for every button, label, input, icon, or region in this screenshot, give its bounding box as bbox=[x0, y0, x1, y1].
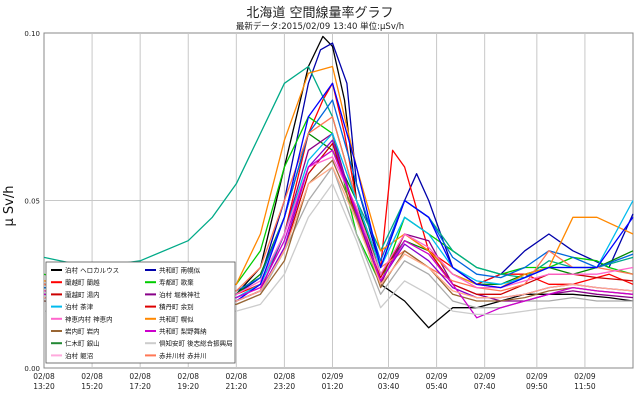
x-tick-time: 03:40 bbox=[378, 382, 400, 391]
legend-label: 共和町 梨野舞納 bbox=[159, 327, 207, 336]
legend-label: 寿都町 歌棄 bbox=[159, 278, 194, 287]
x-tick-time: 19:20 bbox=[177, 382, 199, 391]
y-tick-label: 0.00 bbox=[24, 365, 40, 373]
series-line-14 bbox=[43, 82, 634, 306]
x-tick-date: 02/09 bbox=[526, 372, 548, 381]
x-tick-date: 02/08 bbox=[177, 372, 199, 381]
legend-box bbox=[45, 261, 236, 364]
y-axis-label: μ Sv/h bbox=[2, 186, 17, 227]
legend-label: 倶知安町 後志総合振興局 bbox=[159, 339, 233, 348]
series-line-17 bbox=[43, 149, 634, 319]
legend-label: 積丹町 余別 bbox=[159, 302, 194, 311]
series-line-18 bbox=[43, 183, 633, 316]
legend-label: 仁木町 銀山 bbox=[65, 339, 100, 348]
x-tick-time: 21:20 bbox=[226, 382, 248, 391]
x-tick-date: 02/09 bbox=[474, 372, 496, 381]
x-tick-time: 15:20 bbox=[81, 382, 103, 391]
legend-label: 泊村 堀株神社 bbox=[159, 290, 201, 299]
x-tick-date: 02/09 bbox=[426, 372, 448, 381]
series-line-4 bbox=[43, 65, 634, 279]
x-tick-time: 11:50 bbox=[574, 382, 596, 391]
legend-label: 神恵内村 神恵内 bbox=[65, 314, 113, 323]
x-tick-time: 23:20 bbox=[274, 382, 296, 391]
y-tick-label: 0.05 bbox=[24, 198, 40, 206]
x-tick-date: 02/08 bbox=[33, 372, 55, 381]
x-tick-date: 02/08 bbox=[226, 372, 248, 381]
legend-label: 泊村 ヘロカルウス bbox=[65, 266, 119, 275]
chart-title: 北海道 空間線量率グラフ bbox=[246, 6, 394, 21]
series-line-13 bbox=[43, 156, 634, 299]
legend-label: 赤井川村 赤井川 bbox=[159, 351, 207, 360]
legend-label: 岩内町 岩内 bbox=[65, 327, 100, 336]
legend-label: 泊村 躯沼 bbox=[65, 351, 93, 360]
y-tick-label: 0.10 bbox=[24, 30, 40, 38]
x-tick-time: 13:20 bbox=[33, 382, 55, 391]
x-tick-date: 02/09 bbox=[378, 372, 400, 381]
legend-label: 泊村 茶津 bbox=[65, 302, 94, 311]
x-tick-time: 07:40 bbox=[474, 382, 496, 391]
y-axis-label-text: μ Sv/h bbox=[2, 186, 17, 227]
series-line-19 bbox=[43, 166, 634, 302]
series-line-8 bbox=[43, 99, 634, 295]
legend-label: 蘭越町 湯内 bbox=[65, 290, 100, 299]
x-tick-time: 09:50 bbox=[526, 382, 548, 391]
chart-subtitle: 最新データ:2015/02/09 13:40 単位:μSv/h bbox=[235, 22, 405, 32]
x-tick-date: 02/09 bbox=[574, 372, 596, 381]
x-tick-time: 01:20 bbox=[322, 382, 344, 391]
x-tick-date: 02/08 bbox=[274, 372, 296, 381]
legend-label: 共和町 南幌似 bbox=[159, 266, 201, 275]
legend-label: 蘭越町 蘭越 bbox=[65, 278, 100, 287]
series-line-10 bbox=[43, 116, 634, 292]
x-tick-time: 05:40 bbox=[426, 382, 448, 391]
x-tick-date: 02/09 bbox=[322, 372, 344, 381]
legend-label: 共和町 幌似 bbox=[159, 314, 194, 323]
x-tick-time: 17:20 bbox=[129, 382, 151, 391]
x-tick-date: 02/08 bbox=[129, 372, 151, 381]
x-tick-date: 02/08 bbox=[81, 372, 103, 381]
